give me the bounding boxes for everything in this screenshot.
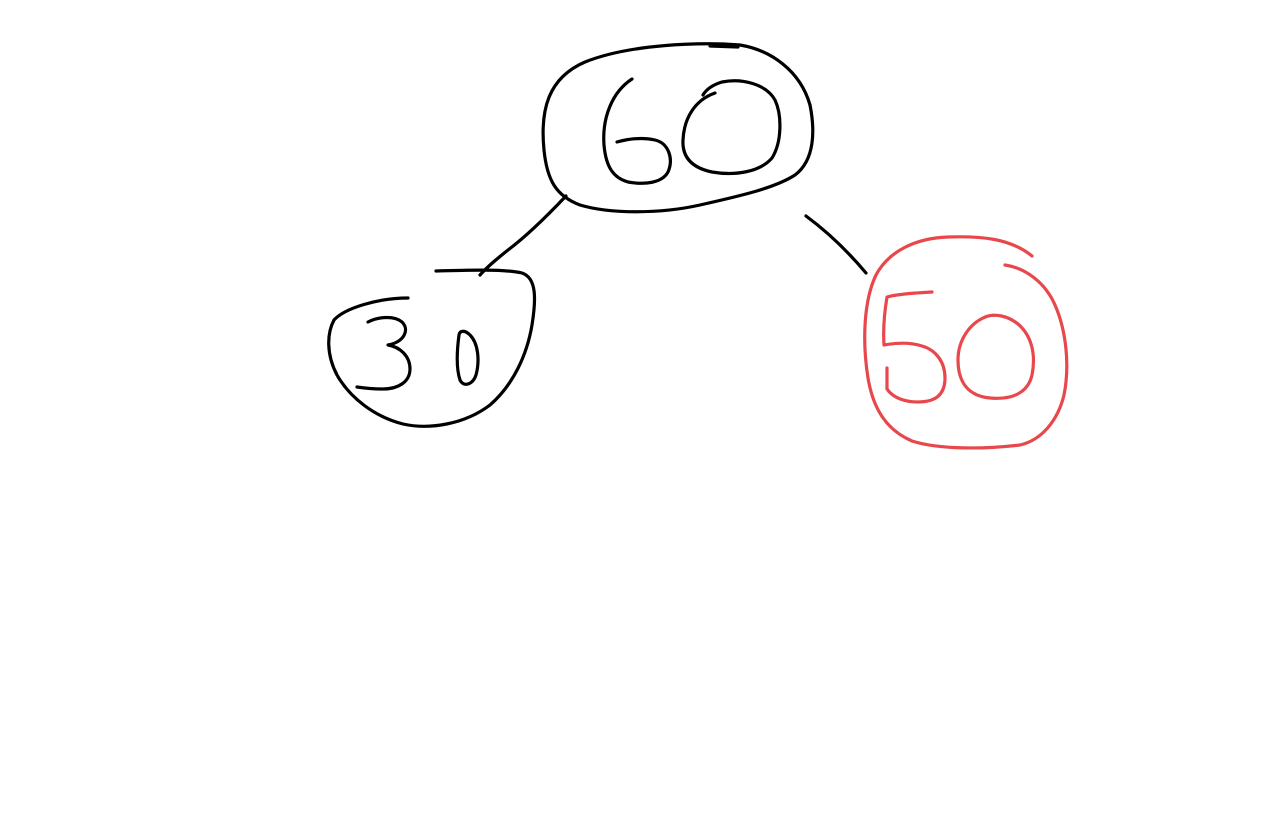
- tree-node-right: 50: [863, 235, 1069, 450]
- tree-node-root: 60: [541, 42, 815, 214]
- node-right-label: 50: [908, 297, 1023, 402]
- node-root-digit-0: [681, 79, 782, 176]
- node-left-digit-3: [355, 315, 412, 391]
- node-right-digit-5: [882, 290, 947, 404]
- node-left-digit-0: [455, 329, 480, 386]
- edge-root-to-right: [804, 214, 868, 275]
- node-right-digit-0: [956, 313, 1036, 400]
- node-root-digit-6: [602, 77, 672, 185]
- node-outline-left: [327, 268, 537, 428]
- tree-node-left: 30: [327, 268, 537, 428]
- node-root-label: 60: [633, 67, 748, 172]
- node-outline-root: [541, 42, 815, 214]
- edge-root-to-left: [478, 194, 568, 277]
- node-left-label: 30: [369, 311, 471, 404]
- node-outline-right: [863, 235, 1069, 450]
